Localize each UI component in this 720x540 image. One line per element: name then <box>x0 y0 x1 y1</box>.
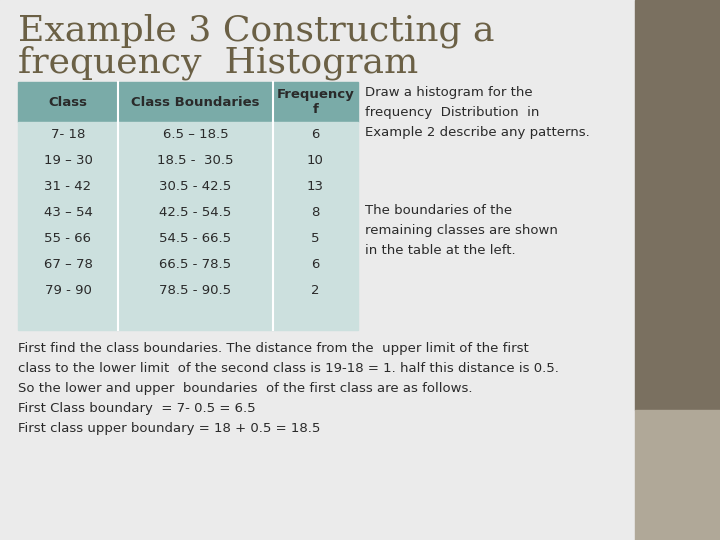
Text: 79 - 90: 79 - 90 <box>45 285 91 298</box>
Text: 10: 10 <box>307 154 324 167</box>
Text: 78.5 - 90.5: 78.5 - 90.5 <box>159 285 232 298</box>
Text: First find the class boundaries. The distance from the  upper limit of the first: First find the class boundaries. The dis… <box>18 342 559 435</box>
Bar <box>18 122 358 304</box>
Text: 6.5 – 18.5: 6.5 – 18.5 <box>163 129 228 141</box>
Text: 31 - 42: 31 - 42 <box>45 180 91 193</box>
Bar <box>18 304 358 330</box>
Text: 8: 8 <box>311 206 320 219</box>
Text: The boundaries of the
remaining classes are shown
in the table at the left.: The boundaries of the remaining classes … <box>365 204 558 257</box>
Text: 6: 6 <box>311 129 320 141</box>
Text: 55 - 66: 55 - 66 <box>45 233 91 246</box>
Text: Frequency
f: Frequency f <box>276 88 354 116</box>
Text: 54.5 - 66.5: 54.5 - 66.5 <box>159 233 232 246</box>
Text: 18.5 -  30.5: 18.5 - 30.5 <box>157 154 234 167</box>
Text: Class Boundaries: Class Boundaries <box>131 96 260 109</box>
Text: 2: 2 <box>311 285 320 298</box>
Text: 67 – 78: 67 – 78 <box>44 259 92 272</box>
Bar <box>18 82 358 122</box>
Text: Draw a histogram for the
frequency  Distribution  in
Example 2 describe any patt: Draw a histogram for the frequency Distr… <box>365 86 590 139</box>
Bar <box>0 0 635 540</box>
Bar <box>635 410 720 540</box>
Text: 19 – 30: 19 – 30 <box>44 154 92 167</box>
Text: Class: Class <box>48 96 88 109</box>
Text: 6: 6 <box>311 259 320 272</box>
Text: 30.5 - 42.5: 30.5 - 42.5 <box>159 180 232 193</box>
Text: 66.5 - 78.5: 66.5 - 78.5 <box>159 259 232 272</box>
Text: 7- 18: 7- 18 <box>51 129 85 141</box>
Text: 42.5 - 54.5: 42.5 - 54.5 <box>159 206 232 219</box>
Bar <box>635 0 720 410</box>
Text: frequency  Histogram: frequency Histogram <box>18 45 418 79</box>
Text: Example 3 Constructing a: Example 3 Constructing a <box>18 13 495 48</box>
Text: 13: 13 <box>307 180 324 193</box>
Text: 5: 5 <box>311 233 320 246</box>
Text: 43 – 54: 43 – 54 <box>44 206 92 219</box>
